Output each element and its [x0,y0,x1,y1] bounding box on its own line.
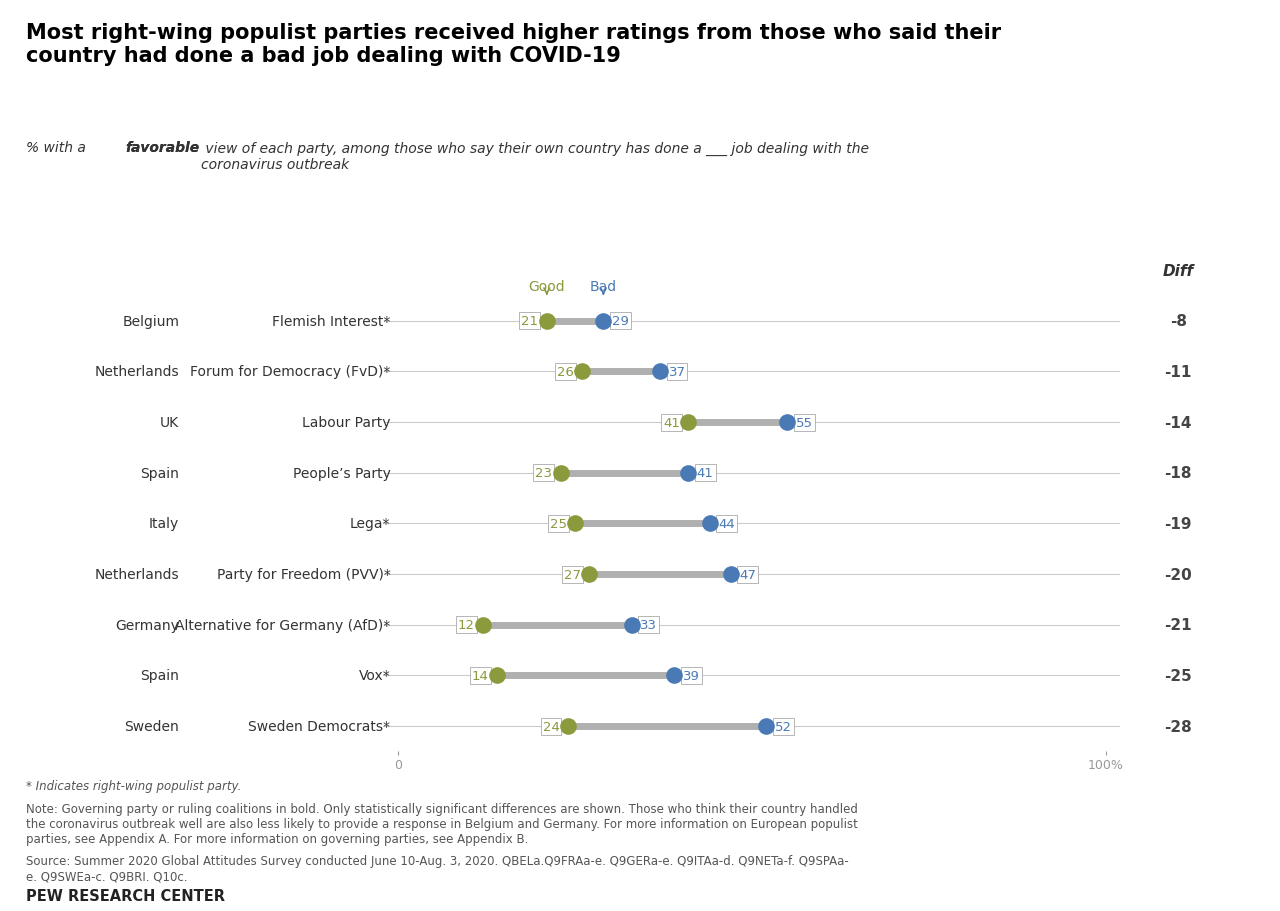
Point [593,314,613,329]
Text: -21: -21 [1165,618,1192,632]
Text: 39: 39 [682,670,700,682]
Point [579,568,599,582]
Text: Good: Good [529,280,564,293]
Point [558,719,579,733]
Text: 41: 41 [663,416,680,429]
Point [564,517,585,531]
Point [678,415,699,430]
Text: -19: -19 [1165,517,1192,531]
Text: -14: -14 [1165,415,1192,430]
Text: Netherlands: Netherlands [95,568,179,581]
Text: Netherlands: Netherlands [95,365,179,379]
Text: Bad: Bad [590,280,617,293]
Text: * Indicates right-wing populist party.: * Indicates right-wing populist party. [26,779,241,792]
Point [572,364,593,379]
Point [486,669,507,683]
Text: -20: -20 [1165,567,1192,582]
Text: 24: 24 [543,720,559,732]
Text: Forum for Democracy (FvD)*: Forum for Democracy (FvD)* [189,365,390,379]
Text: 25: 25 [549,517,567,530]
Text: Flemish Interest*: Flemish Interest* [273,314,390,328]
Text: Belgium: Belgium [122,314,179,328]
Text: 23: 23 [535,466,553,480]
Text: Alternative for Germany (AfD)*: Alternative for Germany (AfD)* [175,618,390,632]
Text: 37: 37 [668,365,686,378]
Text: -28: -28 [1165,719,1192,733]
Text: view of each party, among those who say their own country has done a ___ job dea: view of each party, among those who say … [201,141,869,171]
Text: Note: Governing party or ruling coalitions in bold. Only statistically significa: Note: Governing party or ruling coalitio… [26,802,858,844]
Point [536,314,557,329]
Text: -25: -25 [1165,668,1192,683]
Point [472,618,493,632]
Point [550,466,571,480]
Text: Most right-wing populist parties received higher ratings from those who said the: Most right-wing populist parties receive… [26,23,1001,66]
Text: Labour Party: Labour Party [302,415,390,430]
Text: 14: 14 [472,670,489,682]
Point [756,719,777,733]
Point [721,568,741,582]
Point [650,364,671,379]
Text: favorable: favorable [125,141,200,155]
Text: 27: 27 [563,568,581,581]
Point [622,618,643,632]
Text: PEW RESEARCH CENTER: PEW RESEARCH CENTER [26,888,224,903]
Text: Party for Freedom (PVV)*: Party for Freedom (PVV)* [216,568,390,581]
Text: UK: UK [160,415,179,430]
Point [777,415,797,430]
Text: 12: 12 [457,619,475,631]
Point [678,466,699,480]
Text: -18: -18 [1165,466,1192,481]
Text: 33: 33 [640,619,657,631]
Text: 29: 29 [612,315,628,328]
Text: Vox*: Vox* [358,669,390,682]
Text: -11: -11 [1165,364,1192,380]
Text: favorable: favorable [125,141,200,155]
Text: 47: 47 [740,568,756,581]
Text: 41: 41 [696,466,714,480]
Text: Spain: Spain [141,466,179,480]
Text: People’s Party: People’s Party [293,466,390,480]
Text: Italy: Italy [148,517,179,531]
Point [699,517,719,531]
Text: 44: 44 [718,517,735,530]
Text: Germany: Germany [115,618,179,632]
Text: 21: 21 [521,315,539,328]
Text: 55: 55 [796,416,813,429]
Text: 52: 52 [774,720,791,732]
Text: Sweden Democrats*: Sweden Democrats* [248,720,390,733]
Text: Source: Summer 2020 Global Attitudes Survey conducted June 10-Aug. 3, 2020. QBEL: Source: Summer 2020 Global Attitudes Sur… [26,855,849,883]
Text: Diff: Diff [1162,263,1194,279]
Point [664,669,685,683]
Text: 26: 26 [557,365,573,378]
Text: Lega*: Lega* [349,517,390,531]
Text: Spain: Spain [141,669,179,682]
Text: % with a: % with a [26,141,90,155]
Text: Sweden: Sweden [124,720,179,733]
Text: -8: -8 [1170,314,1187,329]
